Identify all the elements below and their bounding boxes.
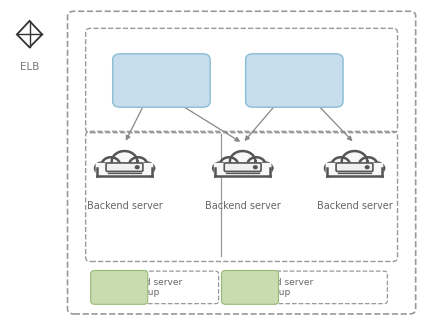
Text: Backend server: Backend server bbox=[205, 201, 281, 211]
FancyBboxPatch shape bbox=[224, 163, 261, 172]
Polygon shape bbox=[141, 163, 154, 174]
Text: Backend server
group: Backend server group bbox=[112, 278, 182, 297]
Polygon shape bbox=[95, 163, 108, 174]
Polygon shape bbox=[230, 151, 255, 172]
FancyBboxPatch shape bbox=[99, 159, 150, 177]
Text: Backend server: Backend server bbox=[316, 201, 392, 211]
Polygon shape bbox=[259, 163, 272, 174]
Polygon shape bbox=[129, 157, 147, 172]
Text: Backend server: Backend server bbox=[87, 201, 162, 211]
Polygon shape bbox=[220, 157, 238, 172]
FancyBboxPatch shape bbox=[113, 54, 210, 107]
FancyBboxPatch shape bbox=[246, 54, 343, 107]
FancyBboxPatch shape bbox=[217, 159, 268, 177]
FancyBboxPatch shape bbox=[326, 163, 383, 178]
Polygon shape bbox=[112, 151, 137, 172]
Text: Backend server
group: Backend server group bbox=[243, 278, 313, 297]
FancyBboxPatch shape bbox=[106, 163, 143, 172]
Text: ELB: ELB bbox=[20, 62, 39, 72]
FancyBboxPatch shape bbox=[222, 270, 279, 304]
Polygon shape bbox=[332, 157, 350, 172]
Polygon shape bbox=[342, 151, 367, 172]
Text: Listener: Listener bbox=[139, 75, 184, 86]
Polygon shape bbox=[247, 157, 265, 172]
Text: Health
check: Health check bbox=[235, 278, 265, 297]
Polygon shape bbox=[359, 157, 377, 172]
FancyBboxPatch shape bbox=[91, 270, 148, 304]
Polygon shape bbox=[325, 163, 338, 174]
FancyBboxPatch shape bbox=[96, 163, 153, 178]
FancyBboxPatch shape bbox=[214, 163, 271, 178]
FancyBboxPatch shape bbox=[329, 159, 380, 177]
Circle shape bbox=[135, 166, 139, 169]
Text: Health
check: Health check bbox=[104, 278, 134, 297]
Polygon shape bbox=[371, 163, 384, 174]
Polygon shape bbox=[213, 163, 227, 174]
Text: Listener: Listener bbox=[272, 75, 317, 86]
Circle shape bbox=[365, 166, 369, 169]
Polygon shape bbox=[102, 157, 120, 172]
FancyBboxPatch shape bbox=[336, 163, 373, 172]
Circle shape bbox=[254, 166, 257, 169]
